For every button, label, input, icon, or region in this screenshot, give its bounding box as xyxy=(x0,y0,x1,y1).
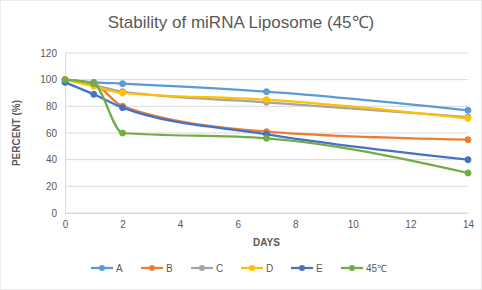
x-tick: 14 xyxy=(463,213,475,230)
series-marker xyxy=(62,77,68,83)
series-line xyxy=(65,80,468,173)
legend-item: B xyxy=(141,263,173,274)
legend-marker xyxy=(299,265,305,271)
y-axis-title: PERCENT (%) xyxy=(11,100,22,166)
y-tick-label: 100 xyxy=(40,74,57,85)
series-marker xyxy=(91,91,97,97)
legend-marker xyxy=(199,265,205,271)
legend-marker xyxy=(349,265,355,271)
x-tick: 10 xyxy=(348,213,360,230)
y-tick-label: 60 xyxy=(46,128,58,139)
legend-marker xyxy=(149,265,155,271)
y-tick: 80 xyxy=(46,101,65,112)
x-tick-label: 6 xyxy=(235,219,241,230)
legend-item: A xyxy=(91,263,123,274)
series-marker xyxy=(264,135,270,141)
x-tick: 12 xyxy=(405,213,417,230)
series-line xyxy=(65,82,468,159)
y-tick-label: 20 xyxy=(46,181,58,192)
series-marker xyxy=(465,137,471,143)
grid-line xyxy=(65,79,468,80)
legend-item: E xyxy=(291,263,323,274)
y-axis: 0 20 40 60 80 100 120 xyxy=(40,48,65,219)
legend-item: 45℃ xyxy=(341,263,387,274)
series-group xyxy=(62,77,471,176)
background xyxy=(0,0,482,290)
x-tick-label: 14 xyxy=(463,219,475,230)
x-tick-label: 4 xyxy=(178,219,184,230)
y-tick: 100 xyxy=(40,74,65,85)
series-marker xyxy=(465,170,471,176)
series-marker xyxy=(264,97,270,103)
x-tick-label: 0 xyxy=(63,219,69,230)
y-tick-label: 120 xyxy=(40,48,57,59)
x-tick-label: 8 xyxy=(293,219,299,230)
y-tick: 120 xyxy=(40,48,65,59)
series-marker xyxy=(120,90,126,96)
x-tick: 2 xyxy=(120,213,126,230)
chart: 0 20 40 60 80 100 120 0 2 4 6 8 10 12 14 Stability of m… xyxy=(0,0,482,290)
legend-label: 45℃ xyxy=(366,263,387,274)
x-axis: 0 2 4 6 8 10 12 14 xyxy=(63,213,475,230)
series-marker xyxy=(465,157,471,163)
series-marker xyxy=(264,89,270,95)
legend-item: D xyxy=(241,263,273,274)
x-tick: 8 xyxy=(293,213,299,230)
y-tick: 40 xyxy=(46,154,65,165)
plot: 0 20 40 60 80 100 120 0 2 4 6 8 10 12 14 xyxy=(40,48,474,230)
x-tick: 0 xyxy=(63,213,69,230)
series-marker xyxy=(120,81,126,87)
y-tick-label: 40 xyxy=(46,154,58,165)
y-tick: 0 xyxy=(51,208,65,219)
legend: A B C D E 45℃ xyxy=(91,263,387,274)
legend-marker xyxy=(249,265,255,271)
series-marker xyxy=(120,105,126,111)
series-marker xyxy=(91,81,97,87)
series-marker xyxy=(62,77,68,83)
series-marker xyxy=(62,77,68,83)
legend-label: B xyxy=(166,263,173,274)
series-marker xyxy=(120,130,126,136)
legend-label: A xyxy=(116,263,123,274)
x-tick: 4 xyxy=(178,213,184,230)
series-line xyxy=(65,80,468,119)
grid-line xyxy=(65,213,468,214)
x-tick: 6 xyxy=(235,213,241,230)
series-line xyxy=(65,80,468,111)
grid-line xyxy=(65,53,468,54)
series-marker xyxy=(465,107,471,113)
grid-line xyxy=(65,186,468,187)
title: Stability of miRNA Liposome (45℃) xyxy=(108,13,374,32)
x-tick-label: 2 xyxy=(120,219,126,230)
x-tick-label: 10 xyxy=(348,219,360,230)
legend-label: D xyxy=(266,263,273,274)
y-tick-label: 80 xyxy=(46,101,58,112)
y-tick-label: 0 xyxy=(51,208,57,219)
series-marker xyxy=(62,77,68,83)
legend-label: C xyxy=(216,263,223,274)
x-axis-title: DAYS xyxy=(253,237,280,248)
series-marker xyxy=(91,81,97,87)
series-marker xyxy=(62,77,68,83)
x-tick-label: 12 xyxy=(405,219,417,230)
series-marker xyxy=(465,115,471,121)
y-tick: 20 xyxy=(46,181,65,192)
legend-marker xyxy=(99,265,105,271)
legend-label: E xyxy=(316,263,323,274)
grid xyxy=(65,53,468,213)
x-axis-line xyxy=(66,213,469,214)
y-tick: 60 xyxy=(46,128,65,139)
legend-item: C xyxy=(191,263,223,274)
